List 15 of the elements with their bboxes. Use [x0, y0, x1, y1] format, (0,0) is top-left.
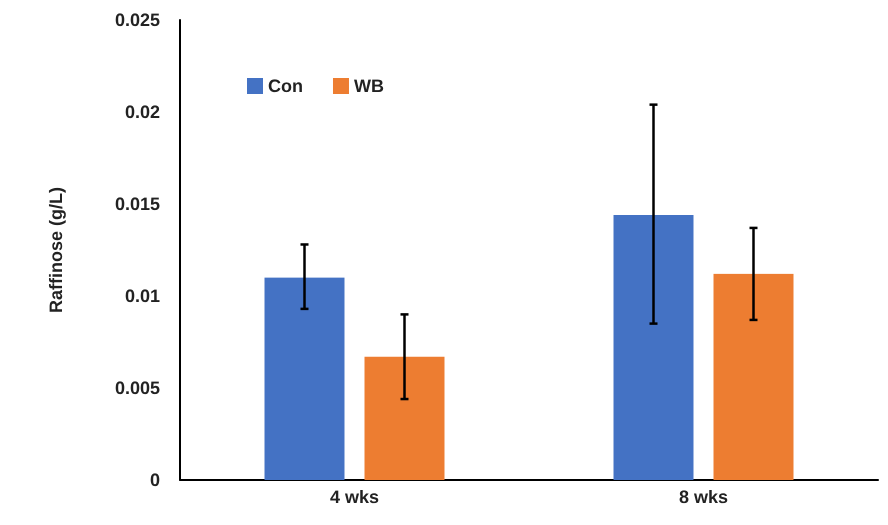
- x-tick-label: 8 wks: [678, 487, 728, 507]
- bar: [714, 274, 794, 480]
- y-tick-label: 0: [150, 470, 160, 490]
- bar: [364, 356, 444, 480]
- y-tick-label: 0.025: [114, 10, 160, 30]
- y-axis-title: Raffinose (g/L): [46, 187, 66, 313]
- bar: [614, 215, 694, 480]
- y-tick-label: 0.01: [124, 286, 160, 306]
- bar: [264, 278, 344, 480]
- legend-label: Con: [268, 76, 303, 96]
- x-tick-label: 4 wks: [330, 487, 380, 507]
- y-tick-label: 0.02: [124, 102, 160, 122]
- legend-label: WB: [354, 76, 384, 96]
- y-tick-label: 0.005: [114, 378, 160, 398]
- y-tick-label: 0.015: [114, 194, 160, 214]
